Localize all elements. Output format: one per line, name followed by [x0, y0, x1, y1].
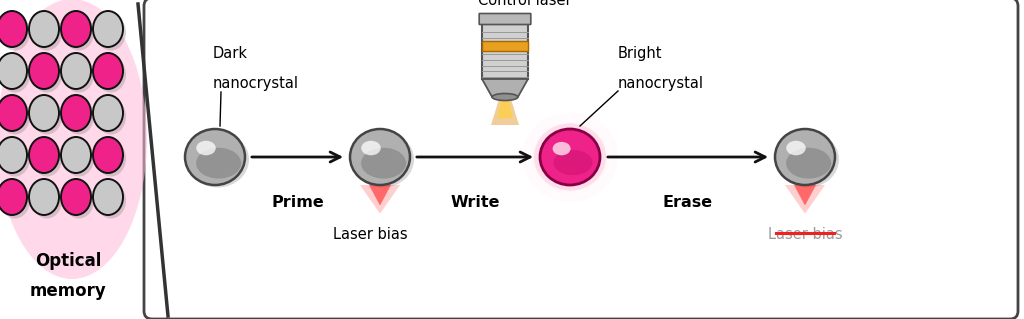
Ellipse shape: [775, 129, 835, 185]
Ellipse shape: [0, 0, 147, 279]
Ellipse shape: [493, 93, 518, 100]
Ellipse shape: [93, 95, 123, 131]
Ellipse shape: [0, 53, 27, 89]
Text: Laser bias: Laser bias: [333, 227, 408, 242]
Ellipse shape: [29, 137, 59, 173]
Ellipse shape: [0, 182, 30, 219]
Ellipse shape: [29, 95, 59, 131]
Ellipse shape: [96, 99, 126, 135]
Ellipse shape: [534, 123, 606, 190]
Ellipse shape: [93, 11, 123, 47]
FancyBboxPatch shape: [479, 13, 530, 25]
Ellipse shape: [351, 131, 414, 188]
FancyBboxPatch shape: [482, 41, 528, 51]
Ellipse shape: [32, 14, 62, 50]
Ellipse shape: [0, 95, 27, 131]
Text: nanocrystal: nanocrystal: [618, 76, 705, 91]
Ellipse shape: [32, 182, 62, 219]
Ellipse shape: [63, 14, 94, 50]
Ellipse shape: [0, 14, 30, 50]
Ellipse shape: [185, 129, 245, 185]
Ellipse shape: [96, 56, 126, 93]
Ellipse shape: [540, 129, 600, 185]
Ellipse shape: [532, 122, 607, 192]
Ellipse shape: [96, 140, 126, 176]
Ellipse shape: [96, 182, 126, 219]
Ellipse shape: [786, 148, 831, 179]
Ellipse shape: [361, 148, 407, 179]
Ellipse shape: [197, 141, 216, 155]
Ellipse shape: [186, 131, 249, 188]
Text: Bright: Bright: [618, 46, 663, 61]
Text: Write: Write: [451, 195, 500, 210]
Ellipse shape: [0, 11, 27, 47]
Text: Control laser: Control laser: [478, 0, 571, 8]
Text: Laser bias: Laser bias: [768, 227, 843, 242]
Ellipse shape: [61, 11, 91, 47]
Ellipse shape: [63, 99, 94, 135]
Polygon shape: [785, 185, 825, 213]
Ellipse shape: [542, 130, 598, 184]
Ellipse shape: [61, 137, 91, 173]
Ellipse shape: [553, 142, 570, 155]
Ellipse shape: [786, 141, 806, 155]
Text: Prime: Prime: [271, 195, 324, 210]
Ellipse shape: [776, 131, 839, 188]
Ellipse shape: [197, 148, 241, 179]
FancyBboxPatch shape: [482, 24, 528, 79]
Polygon shape: [482, 79, 528, 97]
Text: Erase: Erase: [663, 195, 713, 210]
Polygon shape: [360, 185, 400, 213]
Ellipse shape: [361, 141, 381, 155]
Ellipse shape: [522, 112, 618, 202]
Text: Optical: Optical: [35, 252, 101, 270]
Ellipse shape: [29, 179, 59, 215]
Ellipse shape: [32, 140, 62, 176]
Ellipse shape: [63, 56, 94, 93]
Ellipse shape: [0, 179, 27, 215]
Ellipse shape: [63, 140, 94, 176]
Ellipse shape: [0, 56, 30, 93]
Text: memory: memory: [30, 282, 106, 300]
Ellipse shape: [61, 179, 91, 215]
Ellipse shape: [0, 137, 27, 173]
Ellipse shape: [0, 99, 30, 135]
Ellipse shape: [93, 137, 123, 173]
FancyBboxPatch shape: [144, 0, 1018, 319]
Ellipse shape: [0, 140, 30, 176]
Ellipse shape: [350, 129, 410, 185]
Polygon shape: [369, 185, 391, 205]
Ellipse shape: [29, 53, 59, 89]
Ellipse shape: [61, 53, 91, 89]
Ellipse shape: [32, 99, 62, 135]
Ellipse shape: [554, 150, 593, 175]
Ellipse shape: [93, 53, 123, 89]
Ellipse shape: [32, 56, 62, 93]
Polygon shape: [490, 83, 519, 125]
Polygon shape: [794, 185, 816, 205]
Ellipse shape: [61, 95, 91, 131]
Ellipse shape: [63, 182, 94, 219]
Ellipse shape: [93, 179, 123, 215]
Polygon shape: [498, 83, 513, 118]
Ellipse shape: [96, 14, 126, 50]
Text: nanocrystal: nanocrystal: [213, 76, 299, 91]
Ellipse shape: [29, 11, 59, 47]
Text: Dark: Dark: [213, 46, 248, 61]
